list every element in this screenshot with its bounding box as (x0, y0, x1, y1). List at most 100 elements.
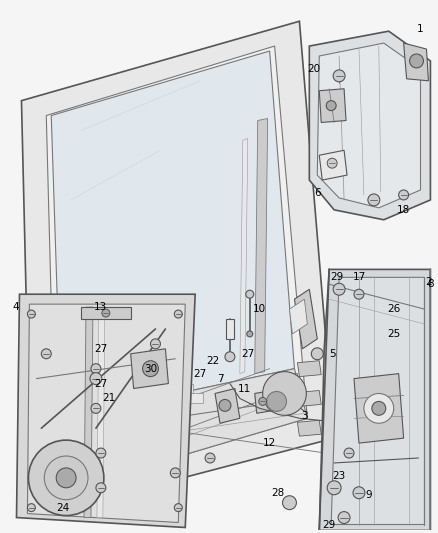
Circle shape (41, 349, 51, 359)
Text: 12: 12 (263, 438, 276, 448)
Polygon shape (309, 31, 431, 220)
Text: 11: 11 (238, 384, 251, 393)
Polygon shape (28, 304, 185, 522)
Circle shape (326, 101, 336, 110)
Polygon shape (240, 139, 248, 374)
Circle shape (259, 398, 267, 406)
Circle shape (364, 393, 394, 423)
Polygon shape (294, 289, 317, 349)
Text: 25: 25 (387, 329, 400, 339)
Polygon shape (255, 118, 268, 374)
Polygon shape (84, 307, 93, 518)
Text: 27: 27 (94, 378, 107, 389)
Circle shape (368, 194, 380, 206)
Circle shape (399, 190, 409, 200)
Circle shape (267, 392, 286, 411)
Polygon shape (255, 391, 274, 413)
Polygon shape (56, 369, 307, 492)
Text: 20: 20 (308, 64, 321, 74)
Polygon shape (404, 43, 428, 81)
Text: 8: 8 (427, 279, 434, 289)
Circle shape (170, 468, 180, 478)
Polygon shape (319, 269, 431, 530)
Polygon shape (131, 349, 168, 389)
Circle shape (219, 399, 231, 411)
Circle shape (283, 496, 297, 510)
Polygon shape (297, 421, 321, 436)
Polygon shape (46, 46, 307, 492)
Polygon shape (21, 21, 334, 518)
Text: 3: 3 (301, 411, 307, 421)
Circle shape (410, 54, 424, 68)
Text: 17: 17 (352, 272, 366, 282)
Circle shape (44, 456, 88, 500)
Circle shape (90, 373, 102, 384)
Circle shape (174, 310, 182, 318)
Text: 22: 22 (206, 356, 220, 366)
Circle shape (344, 448, 354, 458)
Bar (226, 319, 234, 339)
Circle shape (151, 339, 160, 349)
Circle shape (28, 310, 35, 318)
Circle shape (338, 512, 350, 523)
Text: 28: 28 (271, 488, 284, 498)
Polygon shape (290, 299, 307, 334)
Circle shape (327, 481, 341, 495)
Polygon shape (297, 361, 321, 377)
Text: 7: 7 (217, 374, 223, 384)
Circle shape (28, 504, 35, 512)
Text: 5: 5 (329, 349, 336, 359)
Text: 10: 10 (253, 304, 266, 314)
Polygon shape (17, 294, 195, 528)
Text: 26: 26 (387, 304, 400, 314)
Circle shape (246, 290, 254, 298)
Circle shape (96, 483, 106, 492)
Circle shape (96, 448, 106, 458)
Circle shape (353, 487, 365, 499)
Text: 1: 1 (417, 24, 424, 34)
Text: 6: 6 (314, 188, 321, 198)
Circle shape (311, 348, 323, 360)
Text: 27: 27 (194, 369, 207, 378)
Polygon shape (297, 391, 321, 406)
Polygon shape (177, 384, 193, 393)
Polygon shape (354, 374, 404, 443)
Circle shape (372, 401, 386, 415)
Circle shape (91, 403, 101, 413)
Text: 29: 29 (331, 272, 344, 282)
Circle shape (333, 284, 345, 295)
Polygon shape (272, 374, 301, 397)
Circle shape (102, 309, 110, 317)
Polygon shape (319, 88, 346, 123)
Text: 9: 9 (366, 490, 372, 500)
Text: 27: 27 (241, 349, 254, 359)
Circle shape (174, 504, 182, 512)
Circle shape (56, 468, 76, 488)
Circle shape (225, 352, 235, 362)
Text: 30: 30 (144, 364, 157, 374)
Circle shape (28, 440, 104, 515)
Text: 4: 4 (12, 302, 19, 312)
Circle shape (354, 289, 364, 299)
Polygon shape (215, 389, 240, 423)
Circle shape (142, 361, 159, 377)
Polygon shape (187, 393, 203, 403)
Polygon shape (97, 307, 105, 518)
Circle shape (205, 453, 215, 463)
Text: 24: 24 (57, 503, 70, 513)
Circle shape (91, 364, 101, 374)
Circle shape (327, 158, 337, 168)
Text: 18: 18 (397, 205, 410, 215)
Circle shape (247, 331, 253, 337)
Polygon shape (331, 277, 424, 524)
Text: 2: 2 (425, 277, 432, 287)
Polygon shape (81, 307, 131, 319)
Text: 13: 13 (94, 302, 107, 312)
Polygon shape (317, 43, 420, 208)
Text: 21: 21 (102, 393, 116, 403)
Text: 23: 23 (332, 471, 346, 481)
Text: 29: 29 (322, 521, 336, 530)
Circle shape (333, 70, 345, 82)
Circle shape (263, 372, 306, 415)
Polygon shape (51, 51, 294, 418)
